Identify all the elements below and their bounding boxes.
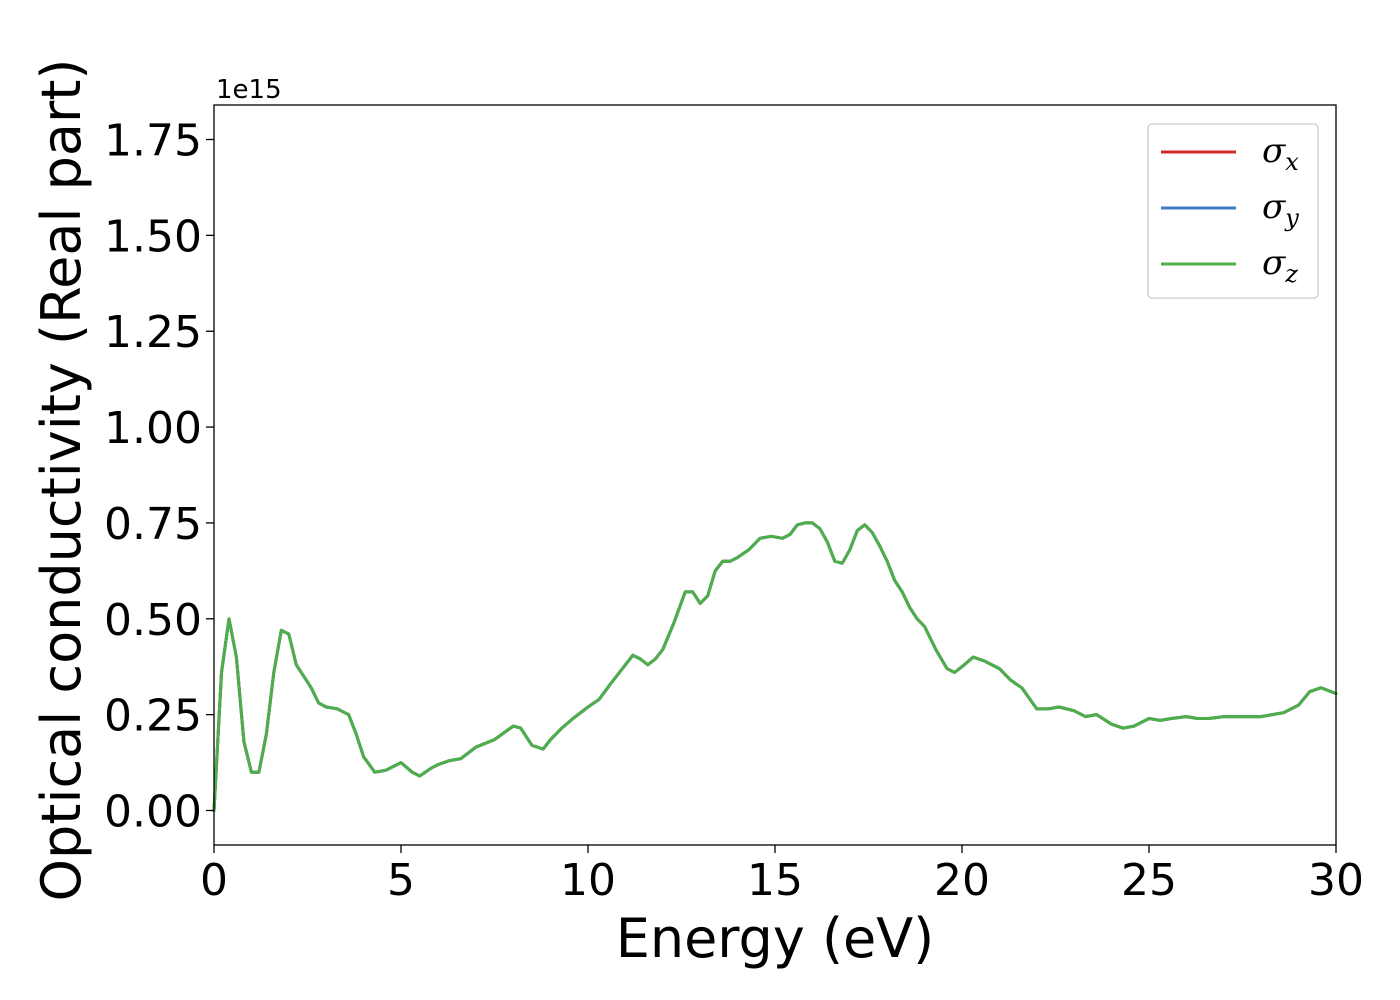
y-tick-label: 0.00 bbox=[104, 786, 202, 837]
y-tick-label: 1.25 bbox=[104, 307, 202, 358]
y-tick-label: 0.50 bbox=[104, 595, 202, 646]
x-tick-label: 10 bbox=[560, 855, 616, 906]
y-tick-label: 0.25 bbox=[104, 691, 202, 742]
y-tick-label: 1.50 bbox=[104, 211, 202, 262]
x-tick-label: 15 bbox=[747, 855, 803, 906]
x-tick-label: 0 bbox=[200, 855, 228, 906]
x-axis-ticks: 0 5 10 15 20 25 30 bbox=[200, 845, 1364, 906]
legend-entry-subscript: z bbox=[1284, 260, 1298, 288]
x-tick-label: 25 bbox=[1121, 855, 1177, 906]
y-tick-label: 1.75 bbox=[104, 116, 202, 167]
x-tick-label: 30 bbox=[1308, 855, 1364, 906]
legend-entry-symbol: σ bbox=[1262, 131, 1286, 171]
y-tick-label: 1.00 bbox=[104, 403, 202, 454]
legend-entry-label: σx bbox=[1262, 131, 1299, 176]
series-layer bbox=[212, 521, 1338, 812]
series-line-3 bbox=[212, 521, 1338, 812]
legend-entry-symbol: σ bbox=[1262, 243, 1286, 283]
y-axis-ticks: 0.00 0.25 0.50 0.75 1.00 1.25 1.50 1.75 bbox=[104, 116, 214, 837]
y-axis-offset-text: 1e15 bbox=[216, 75, 282, 105]
legend-entry-symbol: σ bbox=[1262, 187, 1286, 227]
x-tick-label: 20 bbox=[934, 855, 990, 906]
legend-box bbox=[1147, 123, 1319, 299]
x-tick-label: 5 bbox=[387, 855, 415, 906]
y-tick-label: 0.75 bbox=[104, 499, 202, 550]
legend-entry-subscript: x bbox=[1285, 148, 1299, 176]
legend-entry-label: σz bbox=[1262, 243, 1298, 288]
legend-entry-subscript: y bbox=[1284, 204, 1299, 232]
y-axis-label: Optical conductivity (Real part) bbox=[30, 59, 93, 902]
x-axis-label: Energy (eV) bbox=[616, 907, 935, 970]
legend-entry-label: σy bbox=[1262, 187, 1299, 232]
